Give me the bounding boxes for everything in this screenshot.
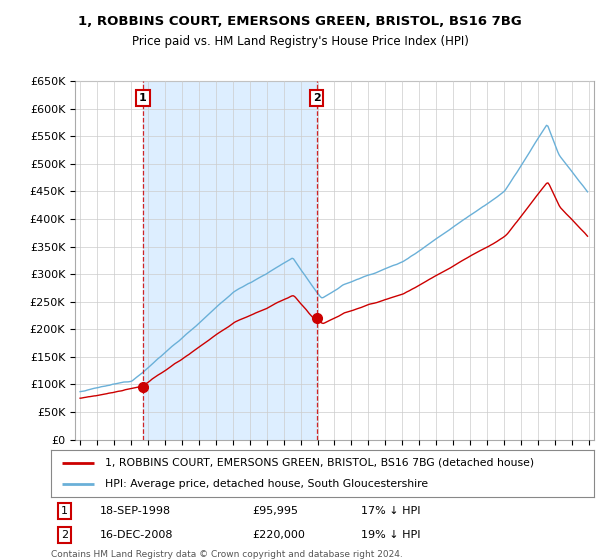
- Text: £95,995: £95,995: [252, 506, 298, 516]
- Text: 19% ↓ HPI: 19% ↓ HPI: [361, 530, 420, 540]
- Text: 16-DEC-2008: 16-DEC-2008: [100, 530, 173, 540]
- Text: 1, ROBBINS COURT, EMERSONS GREEN, BRISTOL, BS16 7BG: 1, ROBBINS COURT, EMERSONS GREEN, BRISTO…: [78, 15, 522, 28]
- Text: 17% ↓ HPI: 17% ↓ HPI: [361, 506, 420, 516]
- Text: 1: 1: [139, 93, 147, 102]
- Text: 2: 2: [313, 93, 321, 102]
- Text: 1, ROBBINS COURT, EMERSONS GREEN, BRISTOL, BS16 7BG (detached house): 1, ROBBINS COURT, EMERSONS GREEN, BRISTO…: [106, 458, 535, 468]
- Text: Contains HM Land Registry data © Crown copyright and database right 2024.
This d: Contains HM Land Registry data © Crown c…: [51, 550, 403, 560]
- Text: 2: 2: [61, 530, 68, 540]
- Bar: [143, 81, 317, 440]
- Text: HPI: Average price, detached house, South Gloucestershire: HPI: Average price, detached house, Sout…: [106, 479, 428, 489]
- Text: Price paid vs. HM Land Registry's House Price Index (HPI): Price paid vs. HM Land Registry's House …: [131, 35, 469, 48]
- Text: 18-SEP-1998: 18-SEP-1998: [100, 506, 171, 516]
- Text: £220,000: £220,000: [252, 530, 305, 540]
- Text: 1: 1: [61, 506, 68, 516]
